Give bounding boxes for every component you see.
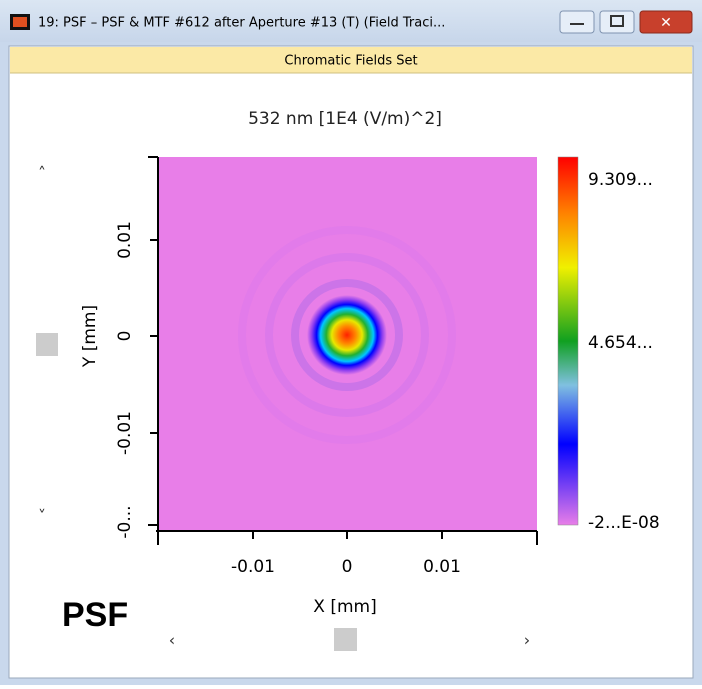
y-tick-label: 0 [115, 331, 135, 342]
scroll-down[interactable]: ˅ [38, 507, 46, 526]
plot-title: 532 nm [1E4 (V/m)^2] [248, 109, 442, 129]
y-tick-label: 0.01 [115, 221, 135, 259]
scroll-left[interactable]: ‹ [169, 631, 175, 650]
h-scroll-thumb[interactable] [334, 628, 357, 651]
tab-bar [10, 47, 692, 73]
colorbar-label: -2...E-08 [588, 513, 660, 533]
app-icon-inner [13, 17, 27, 27]
x-axis-label: X [mm] [313, 597, 376, 617]
x-tick-label: 0.01 [423, 557, 461, 577]
x-tick-label: 0 [342, 557, 353, 577]
minimize-button[interactable] [559, 10, 595, 34]
colorbar-label: 4.654... [588, 333, 653, 353]
maximize-button[interactable] [599, 10, 635, 34]
close-icon: ✕ [660, 15, 672, 31]
tab-label[interactable]: Chromatic Fields Set [284, 54, 417, 69]
y-tick-label: -0... [115, 505, 135, 538]
scroll-right[interactable]: › [524, 631, 530, 650]
ring [291, 279, 403, 391]
window-title: 19: PSF – PSF & MTF #612 after Aperture … [38, 16, 445, 31]
ring [265, 253, 429, 417]
overlay-label: PSF [62, 596, 128, 634]
v-scroll-thumb[interactable] [36, 333, 58, 356]
axes [148, 156, 538, 545]
close-button[interactable] [639, 10, 693, 34]
maximize-icon [610, 15, 624, 27]
ring [238, 226, 456, 444]
heatmap [158, 157, 537, 530]
colorbar-label: 9.309... [588, 170, 653, 190]
x-tick-label: -0.01 [231, 557, 275, 577]
psf-spot [307, 295, 387, 375]
y-axis-label: Y [mm] [80, 305, 100, 368]
scroll-up[interactable]: ˄ [38, 164, 46, 183]
y-tick-label: -0.01 [115, 411, 135, 455]
colorbar [557, 156, 579, 526]
